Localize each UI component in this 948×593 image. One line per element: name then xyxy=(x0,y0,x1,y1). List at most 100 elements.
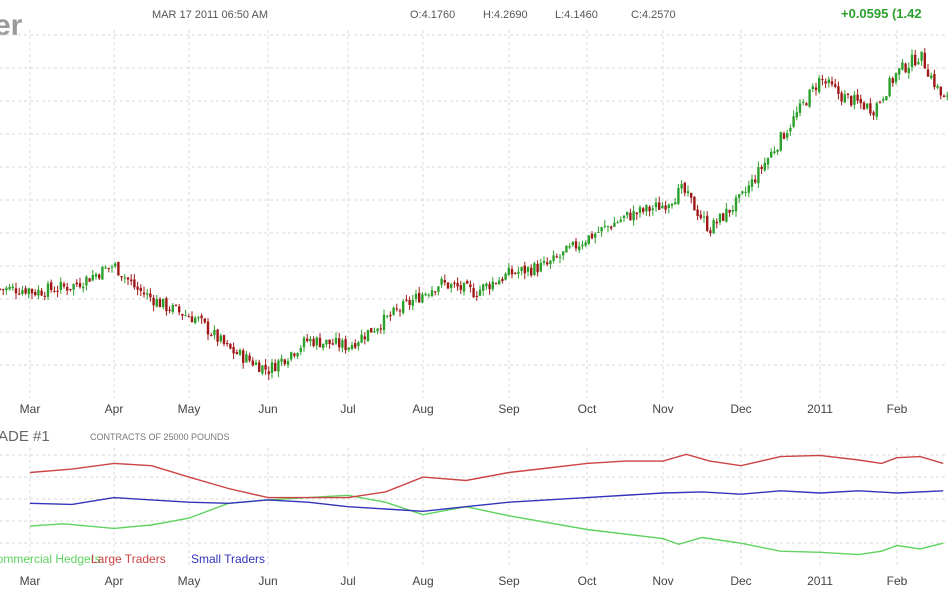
candle-body xyxy=(754,179,757,183)
candle-body xyxy=(296,353,299,357)
candle-body xyxy=(274,362,277,372)
cot-lines xyxy=(29,453,944,556)
candle-body xyxy=(485,283,488,287)
candle-body xyxy=(603,225,606,227)
candle-body xyxy=(910,54,914,68)
candle-body xyxy=(635,212,638,215)
candle-body xyxy=(59,281,62,290)
candle-body xyxy=(789,127,792,132)
candle-body xyxy=(824,81,827,84)
candle-body xyxy=(536,263,539,273)
candle-body xyxy=(405,299,408,301)
candle-body xyxy=(539,262,542,272)
candle-body xyxy=(213,329,216,336)
candle-body xyxy=(808,89,811,107)
candle-body xyxy=(459,285,462,290)
candle-body xyxy=(360,334,363,343)
candle-body xyxy=(840,92,843,102)
candle-body xyxy=(139,287,142,291)
candle-body xyxy=(677,187,680,204)
candle-body xyxy=(632,211,635,221)
candle-body xyxy=(475,295,478,297)
cot-grid xyxy=(0,448,948,568)
candle-body xyxy=(430,290,434,297)
candle-body xyxy=(946,95,948,97)
legend-large-traders: Large Traders xyxy=(91,552,166,566)
candle-body xyxy=(30,288,34,294)
candle-body xyxy=(453,282,456,284)
candle-body xyxy=(898,68,901,75)
candle-body xyxy=(66,286,69,291)
candle-body xyxy=(674,202,677,205)
candle-body xyxy=(306,338,309,342)
candle-body xyxy=(798,103,802,113)
candle-body xyxy=(107,267,110,269)
candle-body xyxy=(834,84,837,87)
candle-body xyxy=(568,246,571,248)
candle-body xyxy=(914,54,917,66)
candle-body xyxy=(280,358,283,362)
candle-body xyxy=(501,278,504,282)
candle-body xyxy=(690,192,693,198)
candle-body xyxy=(686,191,690,194)
candle-body xyxy=(411,299,414,306)
candle-body xyxy=(219,335,222,342)
candle-body xyxy=(574,241,578,249)
candle-body xyxy=(152,297,155,306)
candle-body xyxy=(507,267,510,276)
candle-body xyxy=(363,336,366,340)
candle-body xyxy=(2,289,5,291)
candle-body xyxy=(309,338,312,342)
price-x-axis: Mar Apr May Jun Jul Aug Sep Oct Nov Dec 2011 Feb xyxy=(20,402,908,416)
candle-body xyxy=(856,94,859,101)
candle-body xyxy=(258,362,261,373)
candle-body xyxy=(613,222,616,227)
candle-body xyxy=(203,318,206,323)
candle-body xyxy=(187,316,190,318)
candle-body xyxy=(578,246,581,251)
candle-body xyxy=(658,202,661,210)
candle-body xyxy=(520,267,523,272)
candle-body xyxy=(254,362,258,365)
candle-body xyxy=(104,267,107,269)
candle-body xyxy=(75,282,78,285)
candle-body xyxy=(322,343,325,348)
candle-body xyxy=(232,347,235,354)
low-readout: L:4.1460 xyxy=(555,9,598,21)
x-tick-label: Jun xyxy=(258,574,277,588)
candle-body xyxy=(722,213,725,221)
candle-body xyxy=(123,277,126,279)
candle-body xyxy=(133,279,136,288)
candle-body xyxy=(427,294,430,296)
candle-body xyxy=(894,73,898,83)
candle-body xyxy=(670,203,674,206)
x-tick-label: Apr xyxy=(105,574,124,588)
candle-body xyxy=(472,288,475,298)
candle-body xyxy=(222,335,226,344)
candle-body xyxy=(190,316,194,323)
candle-body xyxy=(882,99,885,101)
candle-body xyxy=(302,337,306,348)
candle-body xyxy=(587,235,590,244)
candle-body xyxy=(651,208,654,211)
candle-body xyxy=(267,371,270,374)
candle-body xyxy=(872,112,875,116)
candle-body xyxy=(354,343,357,348)
candle-body xyxy=(725,208,728,222)
candle-body xyxy=(827,79,830,84)
candle-body xyxy=(904,63,907,73)
candle-body xyxy=(46,283,50,297)
candle-body xyxy=(712,220,715,234)
candle-body xyxy=(14,288,18,294)
candle-body xyxy=(226,343,229,345)
candle-body xyxy=(8,286,11,290)
candle-body xyxy=(818,77,821,92)
candle-body xyxy=(341,340,344,348)
candle-body xyxy=(629,212,632,221)
candle-body xyxy=(558,256,562,258)
candle-body xyxy=(843,94,846,103)
candle-body xyxy=(706,215,709,231)
candle-body xyxy=(155,299,158,307)
candle-body xyxy=(907,67,910,74)
candle-body xyxy=(443,280,446,283)
